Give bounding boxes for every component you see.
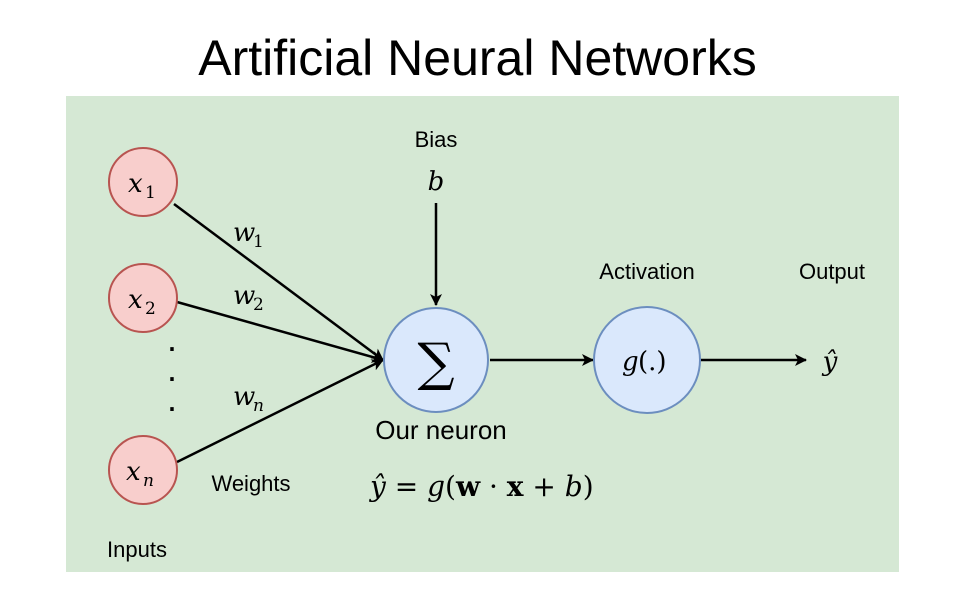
input-xn-sub: n bbox=[143, 471, 154, 491]
input-node-xn: x n bbox=[108, 435, 178, 505]
inputs-label: Inputs bbox=[107, 537, 167, 562]
input-x1-base: x bbox=[128, 169, 143, 199]
input-x1-sub: 1 bbox=[145, 183, 156, 203]
output-symbol: ŷ bbox=[822, 347, 838, 377]
bias-symbol: b bbox=[428, 167, 445, 197]
input-node-x1: x 1 bbox=[108, 147, 178, 217]
input-node-x2: x 2 bbox=[108, 263, 178, 333]
neuron-label: Our neuron bbox=[375, 415, 507, 445]
weight-label-wn: w n bbox=[233, 382, 264, 416]
svg-text:w: w bbox=[233, 218, 255, 248]
input-x2-sub: 2 bbox=[145, 299, 156, 319]
svg-text:w: w bbox=[233, 281, 255, 311]
bias-label: Bias bbox=[415, 127, 458, 152]
input-x2-base: x bbox=[128, 285, 143, 315]
page-title: Artificial Neural Networks bbox=[198, 30, 757, 86]
edge-x1-to-neuron bbox=[173, 202, 384, 362]
svg-text:n: n bbox=[253, 396, 264, 416]
edge-xn-to-neuron bbox=[176, 358, 384, 464]
weight-label-w1: w 1 bbox=[233, 218, 264, 252]
edge-x2-to-neuron bbox=[176, 300, 384, 363]
ellipsis-dot-2: · bbox=[166, 356, 178, 397]
svg-text:w: w bbox=[233, 382, 255, 412]
activation-node: g (.) bbox=[593, 306, 701, 414]
activation-label: Activation bbox=[599, 259, 694, 284]
weight-label-w2: w 2 bbox=[233, 281, 264, 315]
output-label: Output bbox=[799, 259, 865, 284]
equation: ŷ = g(w · x + b) bbox=[368, 470, 594, 503]
svg-text:1: 1 bbox=[253, 232, 264, 252]
ellipsis-dot-1: · bbox=[166, 326, 178, 367]
activation-func: g bbox=[622, 347, 639, 377]
ellipsis-dot-3: · bbox=[166, 386, 178, 427]
weights-label: Weights bbox=[211, 471, 290, 496]
svg-text:2: 2 bbox=[253, 295, 264, 315]
neuron-node: ∑ bbox=[383, 307, 489, 413]
sum-icon: ∑ bbox=[417, 333, 454, 393]
activation-args: (.) bbox=[638, 347, 667, 377]
diagram-panel bbox=[66, 96, 899, 572]
input-xn-base: x bbox=[126, 457, 141, 487]
